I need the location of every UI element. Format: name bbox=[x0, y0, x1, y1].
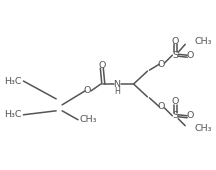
Text: O: O bbox=[158, 60, 165, 69]
Text: CH₃: CH₃ bbox=[194, 124, 212, 133]
Text: N: N bbox=[113, 80, 120, 89]
Text: O: O bbox=[186, 111, 194, 120]
Text: O: O bbox=[83, 87, 91, 96]
Text: H₃C: H₃C bbox=[4, 76, 21, 86]
Text: O: O bbox=[158, 102, 165, 111]
Text: O: O bbox=[172, 97, 179, 106]
Text: CH₃: CH₃ bbox=[194, 37, 212, 46]
Text: O: O bbox=[172, 37, 179, 46]
Text: S: S bbox=[172, 51, 178, 60]
Text: H: H bbox=[114, 87, 120, 96]
Text: O: O bbox=[186, 51, 194, 60]
Text: H₃C: H₃C bbox=[4, 110, 21, 119]
Text: CH₃: CH₃ bbox=[80, 115, 97, 124]
Text: O: O bbox=[98, 61, 105, 70]
Text: S: S bbox=[172, 111, 178, 120]
